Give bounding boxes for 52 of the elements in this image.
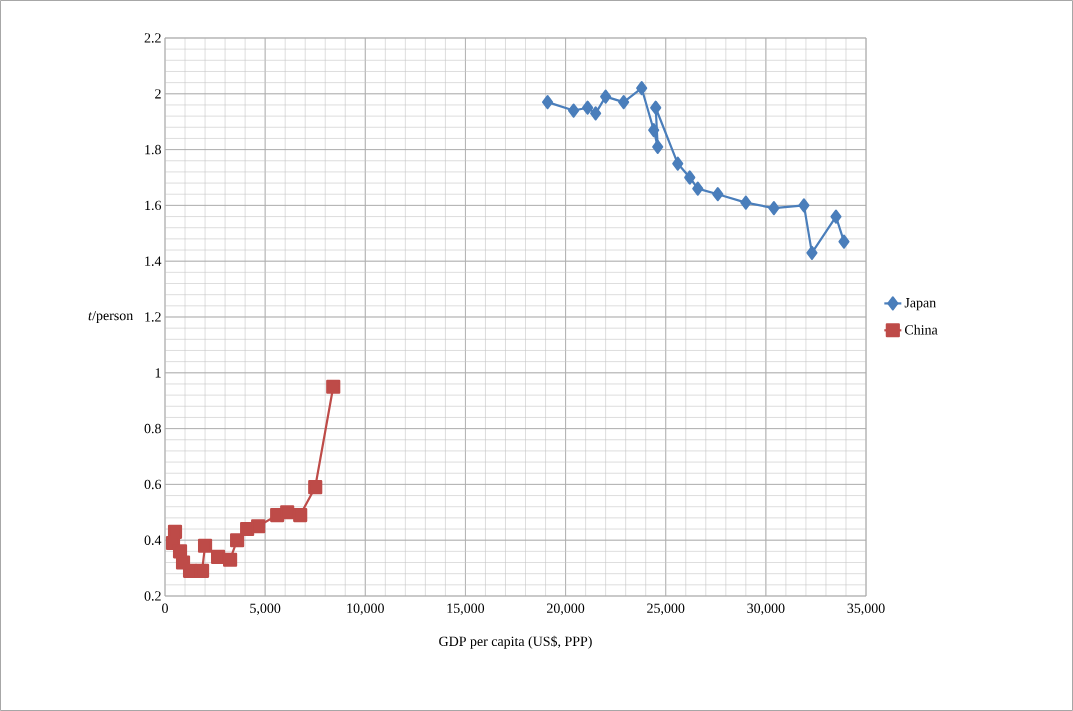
point bbox=[590, 106, 602, 121]
y-tick-label: 2 bbox=[155, 89, 161, 99]
x-tick-label: 5,000 bbox=[250, 603, 281, 615]
y-tick-label: 1.2 bbox=[145, 312, 161, 322]
y-tick-label: 1 bbox=[155, 368, 161, 378]
y-tick-label: 0.8 bbox=[144, 423, 161, 434]
point bbox=[652, 139, 664, 154]
point bbox=[582, 100, 594, 115]
point bbox=[648, 122, 660, 138]
point bbox=[194, 563, 210, 578]
point bbox=[600, 89, 612, 104]
point bbox=[636, 81, 648, 96]
point bbox=[650, 100, 662, 115]
y-tick-label: 1.4 bbox=[145, 256, 162, 266]
y-tick-label: 0.4 bbox=[144, 535, 162, 545]
point bbox=[684, 170, 696, 185]
point bbox=[712, 187, 724, 202]
point bbox=[251, 519, 266, 534]
point bbox=[541, 95, 554, 110]
point bbox=[692, 181, 704, 196]
x-tick-label: 35,000 bbox=[847, 603, 885, 615]
point bbox=[806, 245, 818, 260]
y-tick-label: 2.2 bbox=[144, 33, 161, 43]
y-tick-label: 1.8 bbox=[145, 144, 161, 155]
x-tick-label: 20,000 bbox=[547, 603, 585, 615]
x-tick-label: 10,000 bbox=[347, 603, 384, 615]
point bbox=[740, 195, 752, 210]
point bbox=[768, 201, 780, 216]
x-axis-title: GDP per capita (US$, PPP) bbox=[439, 635, 592, 649]
point bbox=[830, 209, 842, 224]
y-tick-label: 1.6 bbox=[145, 200, 162, 211]
point bbox=[798, 198, 810, 213]
y-axis-title: t/person bbox=[88, 310, 133, 324]
point bbox=[326, 379, 341, 394]
x-tick-label: 0 bbox=[162, 603, 168, 613]
point bbox=[618, 95, 630, 110]
y-tick-label: 0.6 bbox=[144, 479, 162, 490]
point bbox=[197, 538, 213, 553]
point bbox=[568, 103, 580, 118]
point bbox=[308, 480, 323, 495]
x-tick-label: 15,000 bbox=[447, 603, 485, 615]
y-tick-label: 0.2 bbox=[144, 591, 161, 601]
point bbox=[293, 508, 308, 523]
legend-label: China bbox=[905, 324, 938, 335]
x-tick-label: 25,000 bbox=[647, 603, 685, 615]
point bbox=[223, 552, 238, 567]
x-tick-label: 30,000 bbox=[747, 603, 785, 615]
point bbox=[672, 156, 684, 171]
legend-label: Japan bbox=[904, 298, 936, 311]
point bbox=[280, 505, 295, 520]
point bbox=[838, 234, 850, 249]
point bbox=[230, 533, 245, 548]
